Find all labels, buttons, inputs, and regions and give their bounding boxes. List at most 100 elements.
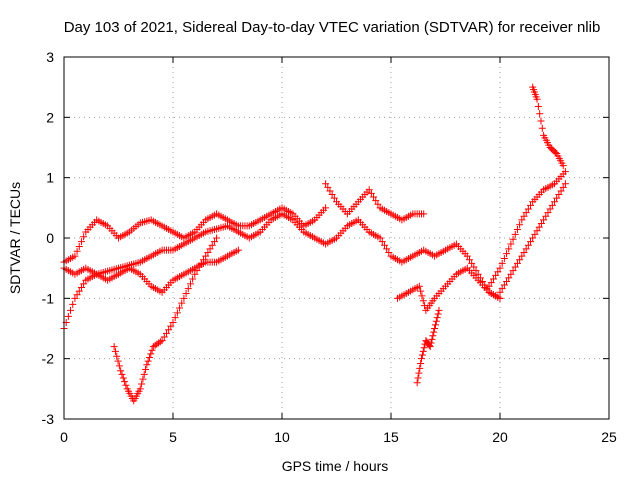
data-point xyxy=(71,252,79,260)
series-track-10 xyxy=(496,180,569,296)
data-point-fill xyxy=(513,259,521,267)
y-tick-label: -1 xyxy=(42,290,55,306)
data-point-fill xyxy=(80,233,88,241)
data-point-fill xyxy=(489,275,497,283)
data-point xyxy=(518,252,526,260)
data-point-fill xyxy=(520,248,528,256)
data-point xyxy=(463,252,471,260)
data-point-fill xyxy=(139,375,147,383)
data-point-fill xyxy=(156,338,164,346)
data-point-fill xyxy=(195,263,203,271)
data-point xyxy=(213,234,221,242)
data-point-fill xyxy=(122,381,130,389)
data-point-fill xyxy=(121,378,129,386)
data-point-fill xyxy=(367,189,375,197)
data-point-fill xyxy=(492,271,500,279)
data-point-fill xyxy=(494,268,502,276)
data-point-fill xyxy=(189,275,197,283)
data-point-fill xyxy=(193,267,201,275)
y-tick-label: -3 xyxy=(42,411,55,427)
x-tick-label: 5 xyxy=(169,429,177,445)
data-point-fill xyxy=(148,346,156,354)
data-point-fill xyxy=(524,241,532,249)
data-point-fill xyxy=(80,280,88,288)
data-point-fill xyxy=(144,357,152,365)
data-point-fill xyxy=(527,238,535,246)
data-point-fill xyxy=(208,241,216,249)
data-point xyxy=(117,367,125,375)
data-point xyxy=(234,246,242,254)
data-point xyxy=(496,294,504,302)
data-point-fill xyxy=(171,314,179,322)
data-point-fill xyxy=(433,314,441,322)
data-point xyxy=(376,234,384,242)
x-tick-label: 15 xyxy=(383,429,399,445)
data-point-fill xyxy=(111,347,119,355)
data-point-fill xyxy=(176,304,184,312)
data-point-fill xyxy=(380,241,388,249)
data-point-fill xyxy=(498,259,506,267)
data-point xyxy=(413,379,421,387)
series-track-7 xyxy=(394,264,504,314)
data-point-fill xyxy=(546,205,554,213)
data-point-fill xyxy=(434,310,442,318)
data-point xyxy=(322,180,330,188)
y-axis-label: SDTVAR / TECUs xyxy=(7,182,23,294)
data-point-fill xyxy=(553,194,561,202)
data-point-fill xyxy=(503,277,511,285)
data-point-fill xyxy=(524,205,532,213)
data-point-fill xyxy=(509,235,517,243)
data-point-fill xyxy=(197,259,205,267)
data-point-fill xyxy=(430,328,438,336)
data-point-fill xyxy=(330,194,338,202)
data-point-fill xyxy=(119,374,127,382)
data-point-fill xyxy=(419,347,427,355)
data-point xyxy=(559,162,567,170)
data-point-fill xyxy=(427,339,435,347)
x-tick-label: 25 xyxy=(601,429,617,445)
data-point-fill xyxy=(186,280,194,288)
data-point xyxy=(507,240,515,248)
data-point-fill xyxy=(428,335,436,343)
y-tick-label: -2 xyxy=(42,351,55,367)
data-point xyxy=(533,95,541,103)
data-point-fill xyxy=(115,362,123,370)
data-point xyxy=(507,270,515,278)
data-point xyxy=(143,361,151,369)
data-point-fill xyxy=(326,187,334,195)
data-point-fill xyxy=(67,306,75,314)
data-point xyxy=(474,270,482,278)
data-point xyxy=(561,180,569,188)
data-point-fill xyxy=(138,380,146,388)
data-point xyxy=(540,216,548,224)
data-point-fill xyxy=(548,201,556,209)
y-tick-label: 0 xyxy=(46,230,54,246)
data-point xyxy=(365,186,373,194)
data-point-fill xyxy=(75,242,83,250)
data-point xyxy=(420,210,428,218)
series-track-6 xyxy=(322,180,428,224)
data-point xyxy=(180,294,188,302)
data-point xyxy=(496,288,504,296)
y-tick-label: 2 xyxy=(46,109,54,125)
data-point-fill xyxy=(206,245,214,253)
data-point-fill xyxy=(118,370,126,378)
data-point xyxy=(71,294,79,302)
data-point-fill xyxy=(498,285,506,293)
data-point-fill xyxy=(465,256,473,264)
data-point-fill xyxy=(77,283,85,291)
data-point-fill xyxy=(516,256,524,264)
data-point-fill xyxy=(417,287,425,295)
data-point-fill xyxy=(429,332,437,340)
data-point xyxy=(169,318,177,326)
data-point-fill xyxy=(544,209,552,217)
data-point-fill xyxy=(75,287,83,295)
data-point-fill xyxy=(516,221,524,229)
data-point-fill xyxy=(537,220,545,228)
data-point-fill xyxy=(114,357,122,365)
data-point-fill xyxy=(431,321,439,329)
data-point-fill xyxy=(140,370,148,378)
data-point-fill xyxy=(165,326,173,334)
data-point-fill xyxy=(147,350,155,358)
data-point xyxy=(426,343,434,351)
